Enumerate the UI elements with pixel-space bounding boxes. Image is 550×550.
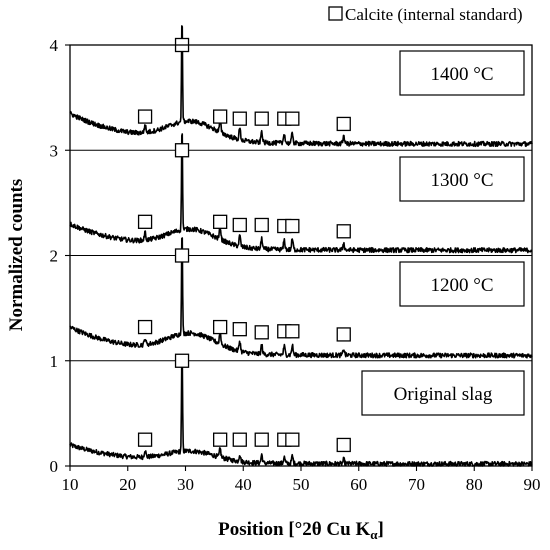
y-tick-label: 0 <box>50 457 59 476</box>
x-axis-title-main: Position [°2θ Cu K <box>218 519 370 540</box>
x-tick-label: 90 <box>524 475 541 494</box>
calcite-marker <box>336 224 351 239</box>
calcite-marker <box>285 218 300 234</box>
calcite-marker <box>212 109 228 124</box>
calcite-marker <box>254 111 269 126</box>
series-label-1200: 1200 °C <box>399 261 525 307</box>
calcite-marker <box>336 327 351 342</box>
calcite-marker <box>212 319 228 335</box>
series-label-original: Original slag <box>361 370 525 416</box>
series-label-text-1200: 1200 °C <box>430 275 493 296</box>
series-label-text-1400: 1400 °C <box>430 64 493 85</box>
calcite-marker <box>254 432 269 447</box>
series-label-box-1200 <box>399 261 525 307</box>
y-tick-label: 1 <box>50 352 59 371</box>
calcite-marker <box>254 217 269 233</box>
calcite-marker <box>336 437 351 453</box>
series-label-text-1300: 1300 °C <box>430 170 493 191</box>
calcite-marker <box>285 111 300 126</box>
calcite-marker <box>174 143 190 158</box>
calcite-marker <box>232 217 247 233</box>
calcite-marker <box>137 319 153 335</box>
series-label-1300: 1300 °C <box>399 156 525 202</box>
series-line-3 <box>69 25 533 148</box>
series-line-1 <box>69 237 533 359</box>
x-tick-label: 10 <box>62 475 79 494</box>
calcite-marker <box>232 111 247 126</box>
x-axis-title: Position [°2θ Cu Kα] <box>218 519 384 542</box>
x-tick-label: 30 <box>177 475 194 494</box>
calcite-marker <box>254 325 269 340</box>
series-label-1400: 1400 °C <box>399 50 525 96</box>
series-label-box-1400 <box>399 50 525 96</box>
x-axis-title-subscript: α <box>370 527 378 542</box>
calcite-marker <box>232 322 247 337</box>
x-tick-label: 50 <box>293 475 310 494</box>
legend: Calcite (internal standard) <box>328 5 522 24</box>
series-line-0 <box>69 354 533 467</box>
legend-calcite-marker <box>328 6 343 21</box>
series-label-box-1300 <box>399 156 525 202</box>
calcite-marker <box>336 116 351 132</box>
calcite-marker <box>174 248 190 263</box>
legend-calcite-label: Calcite (internal standard) <box>345 5 522 24</box>
x-tick-label: 60 <box>350 475 367 494</box>
x-tick-label: 20 <box>119 475 136 494</box>
y-tick-label: 3 <box>50 141 59 160</box>
calcite-marker <box>174 353 190 368</box>
series-label-box-original <box>361 370 525 416</box>
calcite-marker <box>212 432 228 447</box>
calcite-marker <box>137 214 153 229</box>
calcite-marker <box>285 432 300 447</box>
labels: 10 20 30 40 50 60 70 80 90 0 1 2 3 4 <box>50 36 541 494</box>
calcite-marker <box>285 324 300 339</box>
calcite-marker <box>137 432 153 447</box>
series-label-text-original: Original slag <box>394 384 493 405</box>
x-tick-label: 80 <box>466 475 483 494</box>
y-tick-label: 4 <box>50 36 59 55</box>
plot-area <box>69 25 533 467</box>
ticks <box>65 44 533 471</box>
x-tick-label: 40 <box>235 475 252 494</box>
series-line-2 <box>69 133 533 254</box>
calcite-marker <box>212 214 228 229</box>
x-axis-title-close: ] <box>378 519 384 540</box>
x-tick-label: 70 <box>408 475 425 494</box>
y-tick-label: 2 <box>50 247 59 266</box>
y-axis-title: Normalized counts <box>6 179 27 332</box>
calcite-marker <box>137 109 153 124</box>
calcite-marker <box>232 432 247 447</box>
